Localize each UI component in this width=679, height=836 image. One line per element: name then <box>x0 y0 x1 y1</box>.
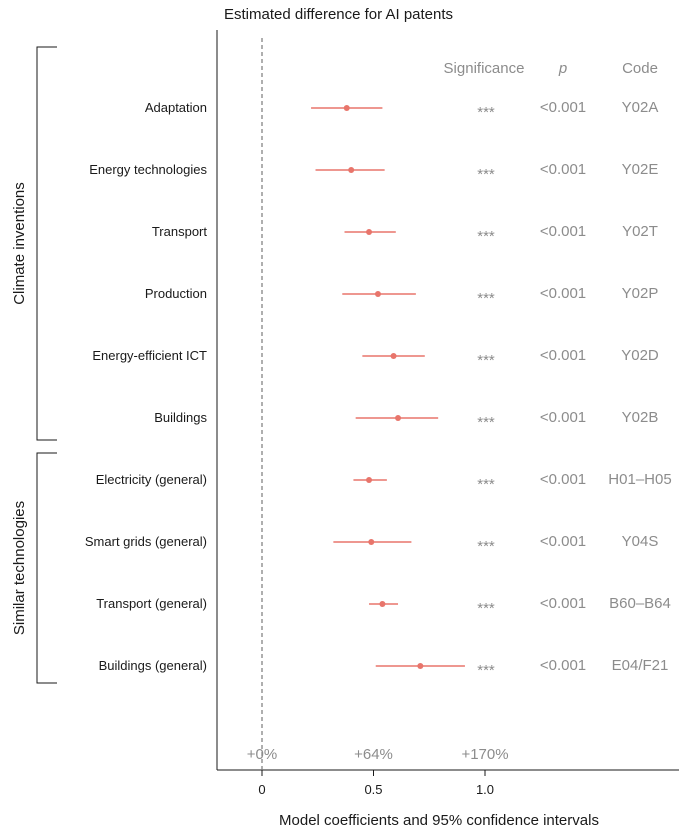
row-label: Production <box>145 286 207 301</box>
point-estimate <box>343 105 350 111</box>
p-value: <0.001 <box>540 657 586 674</box>
point-estimate <box>368 539 375 545</box>
point-estimate <box>348 167 355 173</box>
patent-code: Y02T <box>622 223 658 240</box>
patent-code: Y02E <box>622 161 659 178</box>
group-bracket <box>36 452 57 684</box>
p-value: <0.001 <box>540 471 586 488</box>
point-estimate <box>379 601 386 607</box>
percent-effect-label: +64% <box>354 746 393 763</box>
significance-stars: *** <box>477 104 495 121</box>
patent-code: B60–B64 <box>609 595 671 612</box>
patent-code: Y02A <box>622 99 659 116</box>
group-bracket <box>36 46 57 441</box>
x-tick-label: 0 <box>258 782 265 797</box>
patent-code: H01–H05 <box>608 471 671 488</box>
p-value: <0.001 <box>540 285 586 302</box>
patent-code: Y04S <box>622 533 659 550</box>
p-value: <0.001 <box>540 409 586 426</box>
header-p: p <box>558 60 567 77</box>
row-label: Buildings <box>154 410 207 425</box>
patent-code: Y02P <box>622 285 659 302</box>
row-label: Smart grids (general) <box>85 534 207 549</box>
patent-code: E04/F21 <box>612 657 669 674</box>
p-value: <0.001 <box>540 533 586 550</box>
significance-stars: *** <box>477 476 495 493</box>
row-label: Energy technologies <box>89 162 207 177</box>
p-value: <0.001 <box>540 99 586 116</box>
percent-effect-label: +0% <box>247 746 277 763</box>
p-value: <0.001 <box>540 223 586 240</box>
significance-stars: *** <box>477 538 495 555</box>
row-label: Transport <box>152 224 208 239</box>
p-value: <0.001 <box>540 347 586 364</box>
row-label: Transport (general) <box>96 596 207 611</box>
row-label: Electricity (general) <box>96 472 207 487</box>
p-value: <0.001 <box>540 161 586 178</box>
significance-stars: *** <box>477 228 495 245</box>
significance-stars: *** <box>477 290 495 307</box>
significance-stars: *** <box>477 662 495 679</box>
row-label: Energy-efficient ICT <box>92 348 207 363</box>
patent-code: Y02B <box>622 409 659 426</box>
group-label: Similar technologies <box>11 501 28 635</box>
significance-stars: *** <box>477 352 495 369</box>
group-label: Climate inventions <box>11 182 28 305</box>
row-label: Adaptation <box>145 100 207 115</box>
p-value: <0.001 <box>540 595 586 612</box>
point-estimate <box>366 229 373 235</box>
significance-stars: *** <box>477 166 495 183</box>
point-estimate <box>417 663 424 669</box>
percent-effect-label: +170% <box>461 746 508 763</box>
header-code: Code <box>622 60 658 77</box>
significance-stars: *** <box>477 600 495 617</box>
significance-stars: *** <box>477 414 495 431</box>
point-estimate <box>366 477 373 483</box>
x-axis-label: Model coefficients and 95% confidence in… <box>279 812 599 829</box>
row-label: Buildings (general) <box>99 658 207 673</box>
x-tick-label: 0.5 <box>364 782 382 797</box>
patent-code: Y02D <box>621 347 659 364</box>
header-significance: Significance <box>444 60 525 77</box>
point-estimate <box>395 415 402 421</box>
point-estimate <box>390 353 397 359</box>
chart-title: Estimated difference for AI patents <box>224 6 454 23</box>
point-estimate <box>374 291 381 297</box>
x-tick-label: 1.0 <box>476 782 494 797</box>
